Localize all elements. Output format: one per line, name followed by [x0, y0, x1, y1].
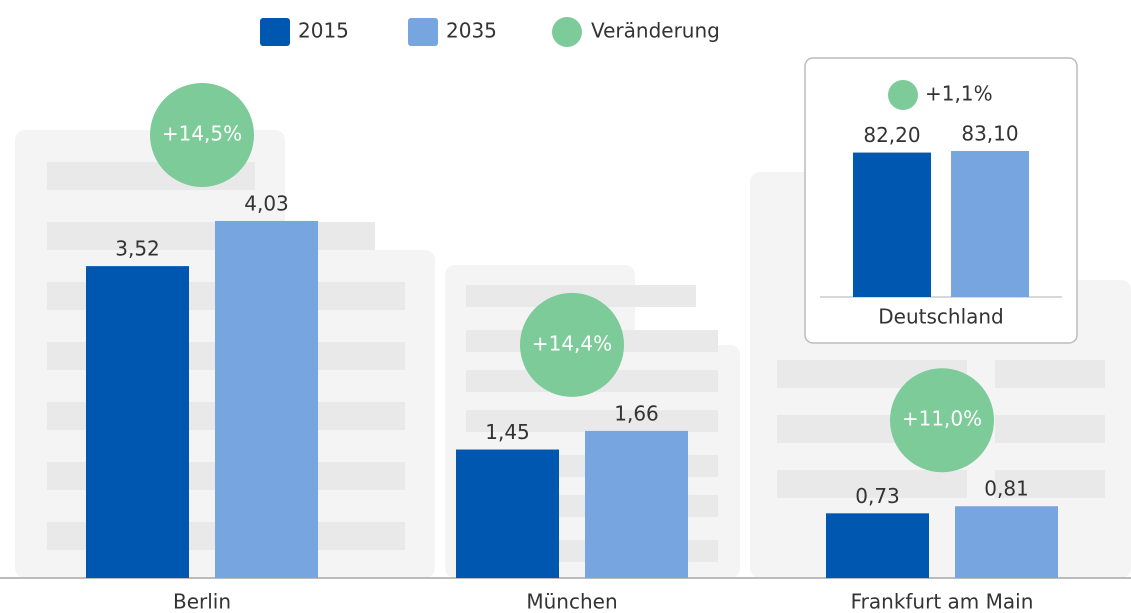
value-label: 1,45	[485, 420, 530, 444]
x-tick-label: München	[526, 590, 617, 613]
change-label: +11,0%	[902, 407, 982, 431]
bar	[585, 430, 688, 578]
value-label: 0,73	[855, 484, 900, 508]
value-label: 3,52	[115, 237, 160, 261]
value-label: 83,10	[961, 121, 1018, 145]
change-label: +1,1%	[925, 82, 993, 106]
change-circle	[150, 82, 254, 187]
legend-label: 2015	[298, 19, 349, 43]
change-label: +14,4%	[532, 331, 612, 355]
legend-label: Veränderung	[591, 19, 720, 43]
change-circle	[890, 368, 994, 473]
bar	[955, 506, 1058, 578]
change-circle	[520, 292, 624, 397]
value-label: 4,03	[244, 191, 289, 215]
x-tick-label: Deutschland	[878, 305, 1004, 329]
bar	[951, 150, 1029, 297]
x-tick-label: Frankfurt am Main	[851, 590, 1034, 613]
value-label: 0,81	[984, 477, 1029, 501]
change-circle	[888, 80, 918, 110]
legend-swatch	[408, 18, 438, 46]
value-label: 82,20	[863, 123, 920, 147]
x-tick-label: Berlin	[173, 590, 231, 613]
bar	[853, 152, 931, 297]
legend-swatch	[552, 17, 582, 47]
value-label: 1,66	[614, 401, 659, 425]
bar	[826, 513, 929, 578]
bar	[456, 449, 559, 578]
bar	[215, 220, 318, 578]
legend-label: 2035	[446, 19, 497, 43]
change-label: +14,5%	[162, 121, 242, 145]
legend-swatch	[260, 18, 290, 46]
bar	[86, 266, 189, 578]
